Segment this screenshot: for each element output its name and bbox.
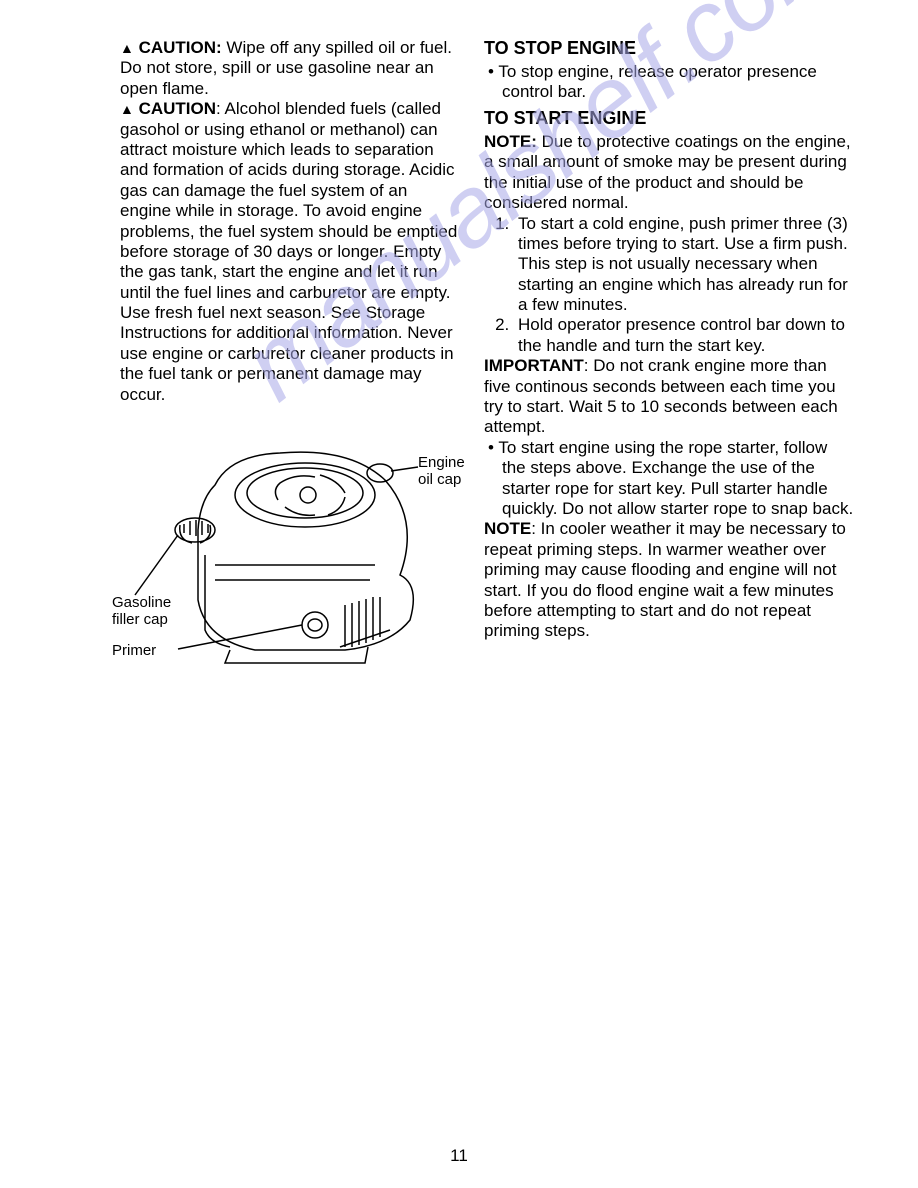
- start-steps: To start a cold engine, push primer thre…: [484, 214, 854, 357]
- caution-2: ▲ CAUTION: Alcohol blended fuels (called…: [120, 99, 460, 405]
- start-important: IMPORTANT: Do not crank engine more than…: [484, 356, 854, 438]
- page-content: ▲ CAUTION: Wipe off any spilled oil or f…: [0, 0, 918, 715]
- engine-diagram: Engine oil cap Gasoline filler cap Prime…: [120, 425, 460, 715]
- heading-start-engine: TO START ENGINE: [484, 108, 854, 130]
- label-primer: Primer: [112, 643, 156, 660]
- start-note-1: NOTE: Due to protective coatings on the …: [484, 132, 854, 214]
- note-label: NOTE: [484, 519, 531, 538]
- heading-stop-engine: TO STOP ENGINE: [484, 38, 854, 60]
- start-step-1: To start a cold engine, push primer thre…: [514, 214, 854, 316]
- right-column: TO STOP ENGINE To stop engine, release o…: [484, 38, 854, 715]
- warning-icon: ▲: [120, 101, 134, 118]
- stop-engine-item: To stop engine, release operator presenc…: [498, 62, 854, 103]
- start-bullet-1: To start engine using the rope starter, …: [498, 438, 854, 520]
- caution-1: ▲ CAUTION: Wipe off any spilled oil or f…: [120, 38, 460, 99]
- label-gasoline-filler-cap: Gasoline filler cap: [112, 595, 182, 628]
- page-number: 11: [0, 1146, 918, 1166]
- caution-1-label: CAUTION:: [139, 38, 222, 57]
- label-engine-oil-cap: Engine oil cap: [418, 455, 478, 488]
- left-column: ▲ CAUTION: Wipe off any spilled oil or f…: [120, 38, 460, 715]
- start-note-2: NOTE: In cooler weather it may be necess…: [484, 519, 854, 641]
- note-label: NOTE:: [484, 132, 537, 151]
- stop-engine-list: To stop engine, release operator presenc…: [484, 62, 854, 103]
- note-text: Due to protective coatings on the engine…: [484, 132, 851, 212]
- start-step-2: Hold operator presence control bar down …: [514, 315, 854, 356]
- start-bullets: To start engine using the rope starter, …: [484, 438, 854, 520]
- warning-icon: ▲: [120, 40, 134, 57]
- caution-2-text: : Alcohol blended fuels (called gasohol …: [120, 99, 457, 403]
- caution-2-label: CAUTION: [139, 99, 216, 118]
- engine-diagram-svg: [120, 425, 460, 715]
- note-text: : In cooler weather it may be necessary …: [484, 519, 846, 640]
- important-label: IMPORTANT: [484, 356, 584, 375]
